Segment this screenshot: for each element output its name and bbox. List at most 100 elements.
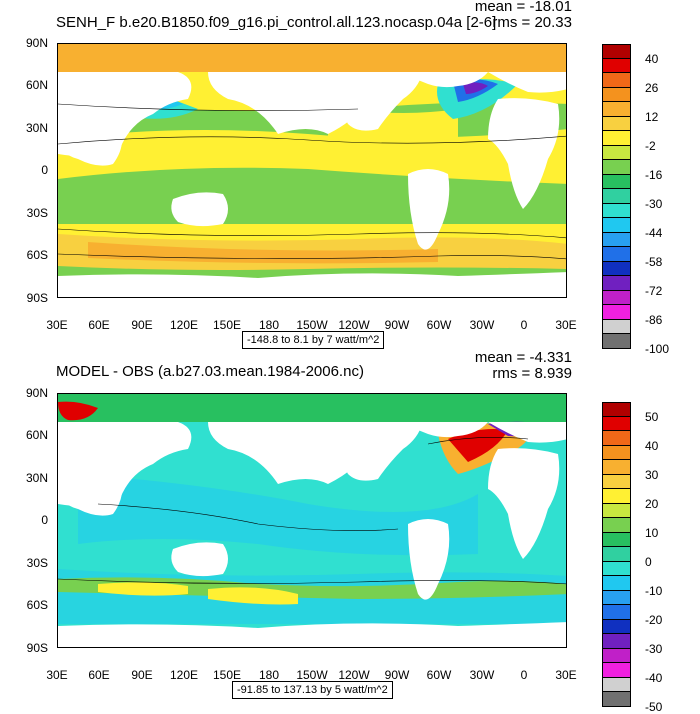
panel-title: SENH_F b.e20.B1850.f09_g16.pi_control.al… <box>56 14 497 31</box>
colorbar-label: -86 <box>645 312 663 327</box>
colorbar-label: -2 <box>645 138 656 153</box>
lon-label: 180 <box>258 668 280 682</box>
colorbar-label: -30 <box>645 641 663 656</box>
colorbar-box <box>602 290 631 305</box>
colorbar-label: 0 <box>645 554 652 569</box>
lat-label: 60S <box>26 248 48 262</box>
colorbar-box <box>602 73 631 88</box>
colorbar-box <box>602 232 631 247</box>
panel-title: MODEL - OBS (a.b27.03.mean.1984-2006.nc) <box>56 363 364 380</box>
lon-label: 90E <box>131 668 153 682</box>
lat-label: 90S <box>26 291 48 305</box>
colorbar-box <box>602 145 631 160</box>
rms-value: rms = 20.33 <box>492 14 572 31</box>
lon-label: 90W <box>384 318 410 332</box>
colorbar-label: 50 <box>645 409 659 424</box>
colorbar-label: 40 <box>645 51 659 66</box>
lon-label: 0 <box>520 318 528 332</box>
rms-value: rms = 8.939 <box>492 365 572 382</box>
lon-label: 90E <box>131 318 153 332</box>
lat-label: 90N <box>25 386 48 400</box>
lat-label: 30S <box>26 556 48 570</box>
lon-label: 150E <box>212 318 242 332</box>
panel-senh-f: SENH_F b.e20.B1850.f09_g16.pi_control.al… <box>0 0 700 356</box>
colorbar-box <box>602 261 631 276</box>
colorbar-label: 10 <box>645 525 659 540</box>
colorbar-box <box>602 218 631 233</box>
colorbar-box <box>602 561 631 576</box>
colorbar-box <box>602 58 631 73</box>
colorbar-label: 20 <box>645 496 659 511</box>
colorbar-box <box>602 590 631 605</box>
lat-label: 60S <box>26 598 48 612</box>
colorbar-box <box>602 160 631 175</box>
colorbar-box <box>602 44 631 59</box>
lon-label: 60W <box>426 668 452 682</box>
lon-label: 120W <box>338 318 370 332</box>
lat-label: 60N <box>25 78 48 92</box>
colorbar-box <box>602 692 631 707</box>
colorbar-box <box>602 402 631 417</box>
colorbar-label: -50 <box>645 699 663 714</box>
lon-label: 150W <box>296 318 328 332</box>
colorbar-box <box>602 431 631 446</box>
colorbar-label: 30 <box>645 467 659 482</box>
colorbar-label: -40 <box>645 670 663 685</box>
mean-value: mean = -18.01 <box>474 0 572 15</box>
colorbar-box <box>602 474 631 489</box>
colorbar-box <box>602 131 631 146</box>
lon-label: 150E <box>212 668 242 682</box>
colorbar-box <box>602 532 631 547</box>
lon-label: 30E <box>46 318 68 332</box>
colorbar-label: -58 <box>645 254 663 269</box>
lon-label: 60E <box>88 318 110 332</box>
lon-label: 60E <box>88 668 110 682</box>
contour-map <box>58 394 566 647</box>
colorbar-label: -72 <box>645 283 663 298</box>
lat-label: 30N <box>25 121 48 135</box>
map-plot <box>57 43 567 298</box>
colorbar-box <box>602 189 631 204</box>
lon-label: 30E <box>555 318 577 332</box>
lon-label: 30W <box>469 668 495 682</box>
panel-model-obs: MODEL - OBS (a.b27.03.mean.1984-2006.nc)… <box>0 349 700 714</box>
colorbar-box <box>602 334 631 349</box>
lon-label: 60W <box>426 318 452 332</box>
colorbar-box <box>602 634 631 649</box>
colorbar-box <box>602 247 631 262</box>
lat-label: 30S <box>26 206 48 220</box>
lat-label: 0 <box>41 513 48 527</box>
colorbar-box <box>602 663 631 678</box>
colorbar-box <box>602 605 631 620</box>
colorbar-label: 26 <box>645 80 659 95</box>
lon-label: 120E <box>169 318 199 332</box>
lat-label: 30N <box>25 471 48 485</box>
colorbar-box <box>602 102 631 117</box>
colorbar <box>602 402 631 707</box>
colorbar <box>602 44 631 349</box>
colorbar-box <box>602 174 631 189</box>
lon-label: 30W <box>469 318 495 332</box>
lon-label: 90W <box>384 668 410 682</box>
colorbar-box <box>602 648 631 663</box>
colorbar-label: 40 <box>645 438 659 453</box>
lon-label: 120E <box>169 668 199 682</box>
colorbar-label: -16 <box>645 167 663 182</box>
lon-label: 180 <box>258 318 280 332</box>
colorbar-box <box>602 276 631 291</box>
lat-label: 0 <box>41 163 48 177</box>
colorbar-label: -100 <box>645 341 670 356</box>
lon-label: 30E <box>46 668 68 682</box>
colorbar-label: 12 <box>645 109 659 124</box>
colorbar-box <box>602 619 631 634</box>
lat-label: 90N <box>25 36 48 50</box>
colorbar-box <box>602 416 631 431</box>
colorbar-box <box>602 503 631 518</box>
colorbar-box <box>602 518 631 533</box>
colorbar-box <box>602 445 631 460</box>
colorbar-box <box>602 319 631 334</box>
colorbar-box <box>602 203 631 218</box>
colorbar-box <box>602 489 631 504</box>
colorbar-label: -30 <box>645 196 663 211</box>
lon-label: 0 <box>520 668 528 682</box>
